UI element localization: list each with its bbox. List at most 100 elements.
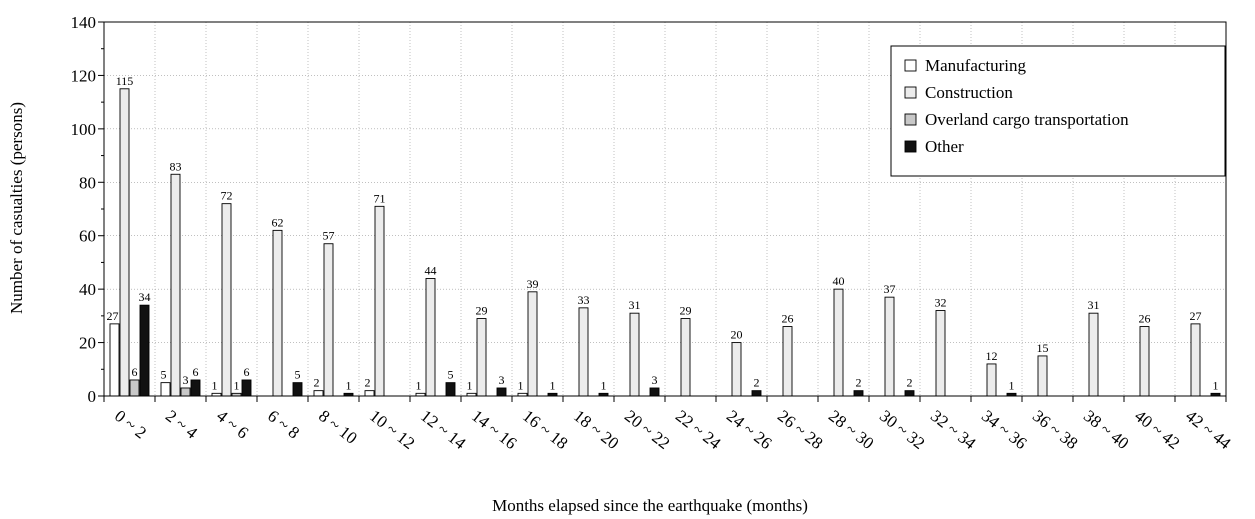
y-tick-label: 20 xyxy=(79,334,96,353)
data-label: 20 xyxy=(731,328,743,342)
data-label: 6 xyxy=(132,365,138,379)
bar xyxy=(751,390,762,397)
bar xyxy=(629,312,640,397)
bars-group xyxy=(109,88,1221,397)
legend-swatch xyxy=(904,59,917,72)
bar xyxy=(1037,355,1048,397)
bar xyxy=(170,173,181,397)
bar xyxy=(139,304,150,397)
legend-swatch xyxy=(904,86,917,99)
data-label: 1 xyxy=(234,378,240,392)
bar xyxy=(374,205,385,397)
data-label: 1 xyxy=(1213,378,1219,392)
y-tick-label: 60 xyxy=(79,227,96,246)
legend-swatch xyxy=(904,113,917,126)
data-label: 27 xyxy=(1190,309,1202,323)
x-tick-label: 8 ~ 10 xyxy=(315,406,361,448)
data-label: 5 xyxy=(448,368,454,382)
bar xyxy=(180,387,191,397)
data-label: 1 xyxy=(518,378,524,392)
x-tick-label: 38 ~ 40 xyxy=(1080,406,1132,453)
data-label: 71 xyxy=(374,191,386,205)
data-label: 6 xyxy=(244,365,250,379)
data-label: 39 xyxy=(527,277,539,291)
data-label: 2 xyxy=(365,376,371,390)
bar xyxy=(1190,323,1201,397)
data-label: 15 xyxy=(1037,341,1049,355)
x-tick-label: 32 ~ 34 xyxy=(927,406,980,453)
legend-box xyxy=(890,45,1226,177)
data-label: 115 xyxy=(116,74,134,88)
legend-label: Other xyxy=(925,137,964,156)
x-tick-label: 26 ~ 28 xyxy=(774,406,826,453)
y-tick-label: 0 xyxy=(88,387,97,406)
bar xyxy=(119,88,130,397)
gridlines xyxy=(104,22,1226,396)
data-label: 33 xyxy=(578,293,590,307)
data-label: 83 xyxy=(170,159,182,173)
data-label: 34 xyxy=(139,290,151,304)
data-label: 6 xyxy=(193,365,199,379)
data-label: 31 xyxy=(629,298,641,312)
x-tick-label: 12 ~ 14 xyxy=(417,406,470,453)
y-tick-label: 40 xyxy=(79,280,96,299)
x-tick-label: 36 ~ 38 xyxy=(1029,406,1081,453)
legend: Manufacturing Construction Overland cargo … xyxy=(890,45,1226,177)
data-label: 26 xyxy=(1139,312,1151,326)
data-label: 3 xyxy=(652,373,658,387)
bar xyxy=(904,390,915,397)
bar xyxy=(241,379,252,397)
data-label: 40 xyxy=(833,274,845,288)
x-tick-label: 2 ~ 4 xyxy=(162,406,201,443)
data-label: 2 xyxy=(856,376,862,390)
bar xyxy=(649,387,660,397)
y-axis-title: Number of casualties (persons) xyxy=(7,102,26,314)
x-tick-label: 22 ~ 24 xyxy=(672,406,725,453)
data-label: 1 xyxy=(416,378,422,392)
x-tick-label: 20 ~ 22 xyxy=(621,406,673,453)
x-tick-label: 30 ~ 32 xyxy=(876,406,928,453)
bar xyxy=(445,382,456,397)
bar xyxy=(578,307,589,397)
x-axis-title: Months elapsed since the earthquake (mon… xyxy=(492,496,808,515)
data-label: 1 xyxy=(601,378,607,392)
bar xyxy=(731,342,742,397)
bar xyxy=(1139,326,1150,397)
bar xyxy=(476,318,487,397)
bar xyxy=(109,323,120,397)
bar xyxy=(833,288,844,397)
data-label: 62 xyxy=(272,215,284,229)
x-tick-label: 4 ~ 6 xyxy=(213,406,252,442)
data-label: 2 xyxy=(314,376,320,390)
bar xyxy=(313,390,324,397)
y-tick-label: 100 xyxy=(71,120,97,139)
bar xyxy=(129,379,140,397)
x-tick-label: 24 ~ 26 xyxy=(723,406,775,453)
data-label: 29 xyxy=(680,304,692,318)
data-label: 2 xyxy=(907,376,913,390)
legend-label: Manufacturing xyxy=(925,56,1027,75)
data-label: 5 xyxy=(161,368,167,382)
data-label: 5 xyxy=(295,368,301,382)
x-tick-label: 6 ~ 8 xyxy=(264,406,303,442)
bar xyxy=(221,203,232,397)
bar xyxy=(364,390,375,397)
bar xyxy=(935,310,946,397)
data-label: 72 xyxy=(221,189,233,203)
data-label: 57 xyxy=(323,229,335,243)
data-label: 29 xyxy=(476,304,488,318)
x-tick-label: 42 ~ 44 xyxy=(1182,406,1235,453)
y-axis: 0 20 40 60 80 100 120 140 xyxy=(71,13,104,406)
data-label: 1 xyxy=(346,378,352,392)
bar xyxy=(272,229,283,397)
bar xyxy=(1088,312,1099,397)
y-tick-label: 80 xyxy=(79,173,96,192)
data-label: 31 xyxy=(1088,298,1100,312)
data-label: 2 xyxy=(754,376,760,390)
data-label: 3 xyxy=(499,373,505,387)
legend-swatch xyxy=(904,140,917,153)
data-label: 12 xyxy=(986,349,998,363)
y-tick-label: 120 xyxy=(71,66,97,85)
